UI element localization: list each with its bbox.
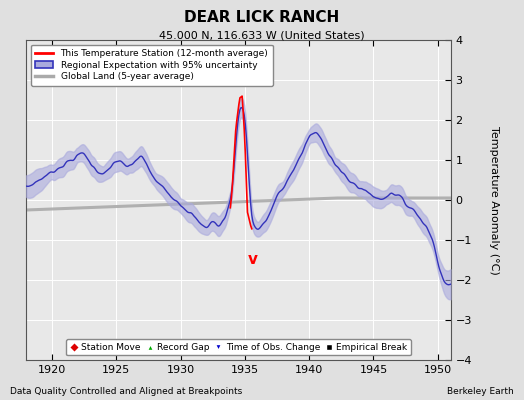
Text: Data Quality Controlled and Aligned at Breakpoints: Data Quality Controlled and Aligned at B… bbox=[10, 387, 243, 396]
Text: 45.000 N, 116.633 W (United States): 45.000 N, 116.633 W (United States) bbox=[159, 30, 365, 40]
Y-axis label: Temperature Anomaly (°C): Temperature Anomaly (°C) bbox=[489, 126, 499, 274]
Legend: Station Move, Record Gap, Time of Obs. Change, Empirical Break: Station Move, Record Gap, Time of Obs. C… bbox=[66, 339, 411, 356]
Text: Berkeley Earth: Berkeley Earth bbox=[447, 387, 514, 396]
Text: v: v bbox=[247, 252, 258, 267]
Text: DEAR LICK RANCH: DEAR LICK RANCH bbox=[184, 10, 340, 25]
